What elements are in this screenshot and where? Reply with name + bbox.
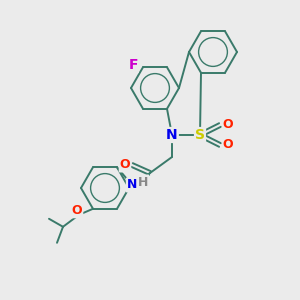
Text: N: N [127,178,137,191]
Text: H: H [138,176,148,188]
Text: O: O [223,118,233,131]
Text: S: S [195,128,205,142]
Text: F: F [128,58,138,72]
Text: O: O [120,158,130,172]
Text: N: N [166,128,178,142]
Text: O: O [223,139,233,152]
Text: O: O [72,204,82,217]
